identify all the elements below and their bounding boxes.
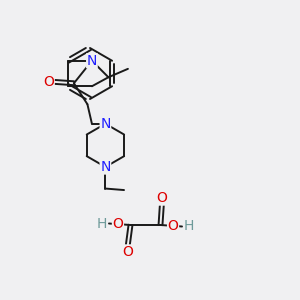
Text: O: O [168,220,178,233]
Text: O: O [122,245,133,259]
Text: O: O [43,75,54,89]
Text: N: N [100,117,111,131]
Text: N: N [100,160,111,174]
Text: N: N [87,54,97,68]
Text: H: H [97,217,107,230]
Text: H: H [184,220,194,233]
Text: O: O [157,191,167,205]
Text: O: O [112,217,123,230]
